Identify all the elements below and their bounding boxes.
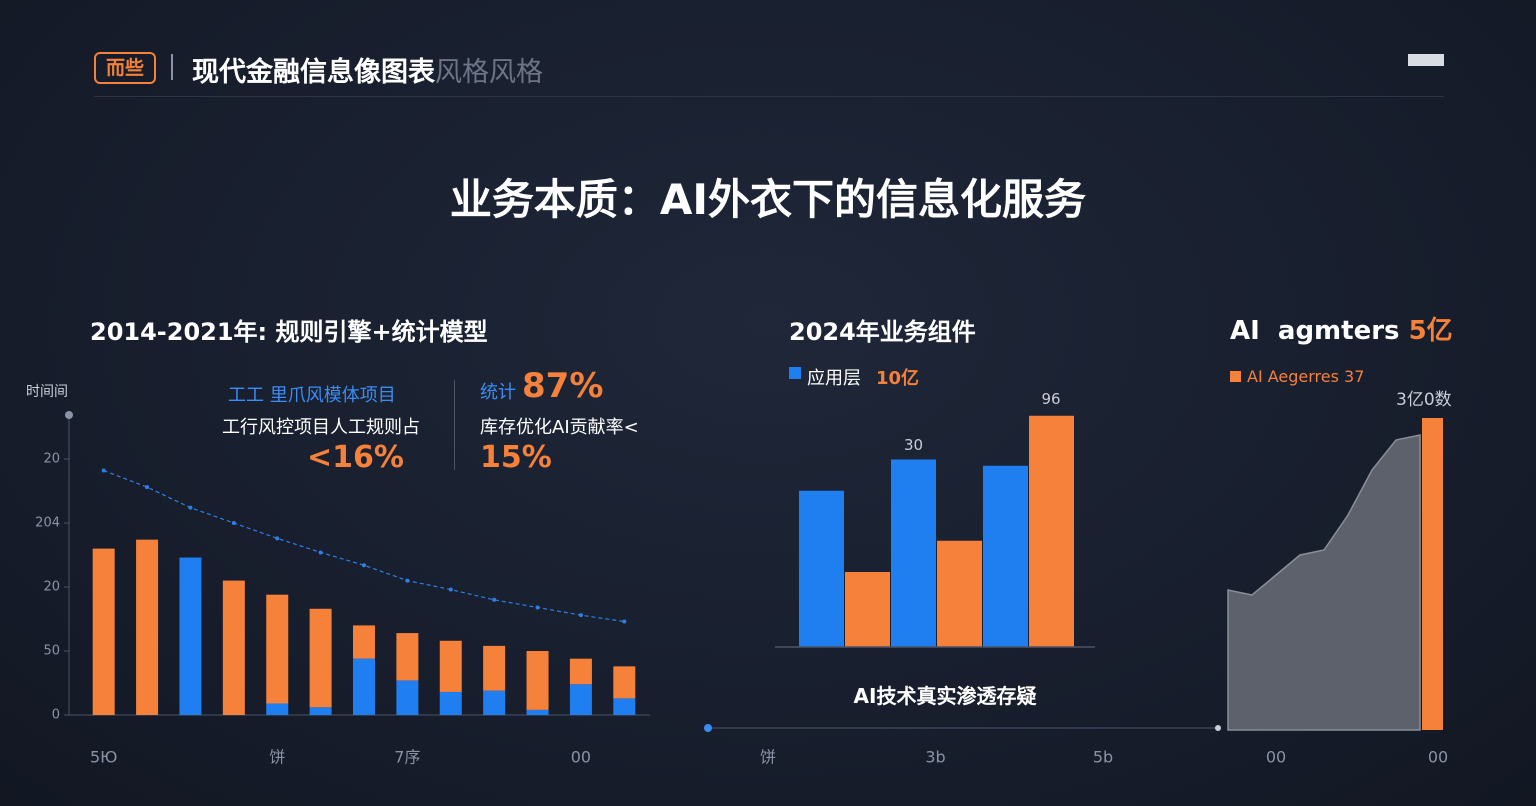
trend-point	[275, 536, 280, 541]
annotation: <16%	[307, 440, 404, 475]
x-tick-label: 5Ю	[90, 748, 117, 767]
bar-segment	[309, 707, 332, 715]
annotation: 库存优化AI贡献率<	[480, 417, 639, 438]
trend-point	[535, 605, 540, 610]
annotation: 统计	[480, 382, 516, 403]
bar	[891, 459, 936, 647]
x-tick-label: 00	[1266, 748, 1286, 767]
header-rule	[94, 96, 1444, 97]
bar-segment	[569, 684, 592, 715]
bar-segment	[309, 608, 332, 708]
legend-label: 应用层	[807, 368, 861, 389]
trend-point	[448, 587, 453, 592]
logo: 而些	[94, 52, 156, 84]
y-axis-label: 时间间	[26, 384, 68, 400]
trend-point	[578, 613, 583, 618]
trend-point	[622, 619, 627, 624]
y-tick-label: 0	[52, 708, 60, 723]
legend-value: 10亿	[876, 368, 920, 389]
bar-segment	[396, 633, 419, 681]
legend-label: AI Aegerres 37	[1247, 367, 1365, 386]
trend-point	[231, 521, 236, 525]
bar	[983, 465, 1028, 647]
bar-segment	[222, 580, 245, 715]
annotation: 工工 里爪风模体项目	[228, 385, 396, 406]
bar-segment	[396, 680, 419, 715]
separator	[454, 380, 455, 470]
y-tick-label: 50	[43, 644, 60, 659]
annotation: 87%	[522, 366, 604, 406]
chart-title: 2014-2021年: 规则引擎+统计模型	[90, 318, 488, 346]
y-tick-label: 204	[35, 516, 60, 531]
trend-point	[101, 468, 106, 473]
bar	[799, 490, 844, 647]
x-tick-label: 00	[571, 748, 591, 767]
trend-point	[145, 485, 150, 490]
annotation: 工行风控项目人工规则占	[222, 417, 420, 438]
bar-segment	[353, 658, 375, 715]
bar-segment	[439, 640, 462, 692]
badge	[1408, 54, 1444, 66]
chart-title-value: 5亿	[1408, 316, 1453, 346]
legend-swatch	[789, 367, 801, 379]
chart-title: AI agmters 5亿	[1230, 310, 1453, 347]
y-tick-label: 20	[43, 580, 60, 595]
bar-segment	[569, 658, 592, 685]
trend-point	[405, 578, 410, 583]
bar-segment	[179, 557, 202, 715]
bar-segment	[353, 625, 375, 659]
y-tick-label: 20	[43, 452, 60, 467]
divider	[171, 54, 173, 80]
bar-segment	[483, 645, 506, 691]
x-tick-label: 7序	[394, 748, 420, 767]
bar	[1029, 415, 1074, 647]
subtitle: AI技术真实渗透存疑	[853, 684, 1037, 708]
bar-segment	[613, 698, 636, 715]
bar	[1422, 418, 1443, 730]
header-title: 现代金融信息像图表风格风格	[192, 50, 543, 89]
bar-segment	[266, 703, 289, 715]
chart-title: 2024年业务组件	[789, 318, 976, 346]
bar-segment	[483, 690, 506, 715]
x-tick-label: 5b	[1093, 748, 1113, 767]
bar-segment	[136, 539, 159, 715]
x-tick-label: 饼	[760, 748, 776, 767]
annotation: 96	[1041, 390, 1061, 408]
trend-point	[362, 563, 366, 568]
bar-segment	[439, 691, 462, 715]
bar-segment	[526, 651, 549, 710]
area	[1227, 434, 1421, 731]
trend-point	[188, 505, 193, 510]
bar-segment	[613, 666, 636, 699]
trend-point	[318, 550, 323, 555]
axis-dot	[704, 724, 712, 732]
bar-segment	[526, 709, 549, 715]
chart-title-main: AI agmters	[1230, 316, 1400, 346]
bar	[845, 572, 890, 647]
annotation: 3亿0数	[1396, 390, 1452, 410]
bar	[937, 540, 982, 647]
bar-segment	[266, 594, 289, 704]
annotation: 15%	[480, 440, 552, 475]
x-tick-label: 3b	[925, 748, 945, 767]
axis-dot	[1215, 725, 1221, 731]
trend-point	[492, 597, 497, 602]
axis-dot	[65, 411, 73, 419]
legend-swatch	[1230, 371, 1241, 382]
main-title: 业务本质：AI外衣下的信息化服务	[449, 175, 1087, 224]
header-title-suffix: 风格风格	[435, 57, 543, 88]
value-label: 30	[904, 436, 923, 454]
x-tick-label: 饼	[269, 748, 285, 767]
bar-segment	[92, 548, 115, 715]
x-tick-label: 00	[1428, 748, 1448, 767]
header-title-main: 现代金融信息像图表	[192, 57, 435, 88]
